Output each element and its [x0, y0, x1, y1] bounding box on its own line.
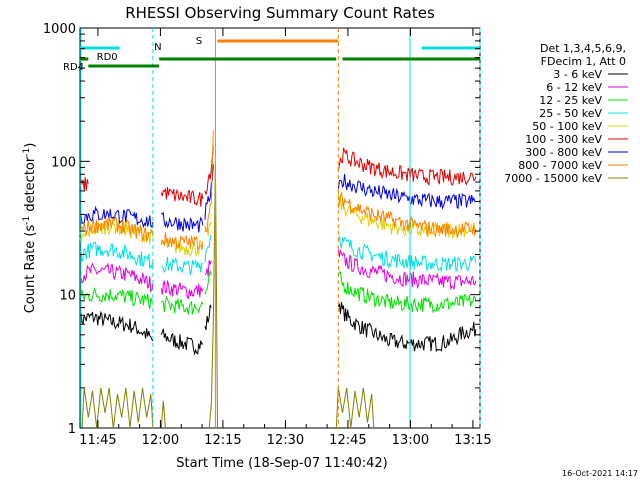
legend-label-3: 25 - 50 keV [539, 107, 602, 120]
y-axis-ticks: 1 10 100 1000 [43, 22, 480, 437]
series-line-8-seg-3 [335, 387, 375, 429]
series-line-7-seg-2 [204, 130, 214, 232]
x-tick-label-0: 11:45 [79, 433, 116, 448]
series-line-4-seg-0 [79, 217, 154, 244]
s-label: S [196, 36, 202, 47]
y-tick-label-1: 10 [59, 289, 76, 304]
legend-header-line1: Det 1,3,4,5,6,9, [540, 42, 626, 55]
legend-label-7: 800 - 7000 keV [518, 159, 602, 172]
series-6 [79, 164, 476, 233]
series-line-0-seg-0 [79, 310, 154, 342]
series-line-1-seg-0 [79, 262, 154, 293]
y-axis-label-sup1: -1 [22, 216, 32, 225]
x-tick-label-3: 12:30 [267, 433, 304, 448]
series-line-5-seg-3 [337, 147, 477, 186]
y-axis-label-sup2: -1 [22, 148, 32, 157]
legend-label-2: 12 - 25 keV [539, 94, 602, 107]
footer-date: 16-Oct-2021 14:17 [562, 469, 638, 478]
chart-title: RHESSI Observing Summary Count Rates [125, 4, 435, 22]
rd4-label: RD4 [63, 62, 84, 73]
legend-label-6: 300 - 800 keV [525, 146, 602, 159]
legend: Det 1,3,4,5,6,9, FDecim 1, Att 0 3 - 6 k… [504, 42, 628, 185]
x-tick-label-6: 13:15 [454, 433, 491, 448]
series-line-1-seg-3 [337, 249, 477, 290]
series-line-1-seg-2 [204, 260, 212, 277]
series-2 [79, 269, 477, 315]
series-line-8-seg-2 [208, 161, 218, 429]
series-8 [81, 161, 375, 429]
series-line-3-seg-0 [79, 241, 154, 269]
series-line-3-seg-2 [204, 234, 212, 263]
series-line-2-seg-3 [337, 271, 477, 314]
y-axis-label-part3: ) [23, 143, 38, 148]
series-3 [79, 234, 477, 276]
series-line-2-seg-1 [160, 295, 204, 315]
flags-layer: RD0 N S RD4 [63, 28, 481, 428]
series-line-0-seg-2 [204, 304, 212, 331]
series-line-3-seg-3 [337, 236, 477, 273]
series-0 [79, 302, 477, 356]
series-line-8-seg-1 [160, 400, 166, 429]
y-axis-label-part2: detector [23, 156, 38, 216]
x-tick-label-2: 12:15 [204, 433, 241, 448]
series-line-2-seg-0 [79, 286, 154, 310]
x-tick-label-5: 13:00 [392, 433, 429, 448]
x-tick-label-4: 12:45 [329, 433, 366, 448]
y-axis-label: Count Rate (s-1 detector-1) [22, 143, 38, 314]
series-layer [79, 130, 477, 429]
series-7 [79, 130, 477, 251]
y-tick-label-0: 1 [68, 422, 76, 437]
y-tick-label-3: 1000 [43, 22, 76, 37]
series-line-7-seg-3 [337, 191, 477, 238]
legend-header-line2: FDecim 1, Att 0 [541, 55, 626, 68]
x-axis-label: Start Time (18-Sep-07 11:40:42) [176, 456, 387, 471]
legend-label-8: 7000 - 15000 keV [504, 172, 602, 185]
series-line-8-seg-0 [81, 387, 154, 429]
series-line-5-seg-1 [160, 186, 204, 207]
legend-label-5: 100 - 300 keV [525, 133, 602, 146]
legend-label-1: 6 - 12 keV [546, 81, 602, 94]
y-axis-label-part1: Count Rate (s [23, 225, 38, 314]
series-line-7-seg-1 [160, 232, 204, 251]
series-line-3-seg-1 [161, 256, 204, 276]
legend-label-0: 3 - 6 keV [553, 68, 602, 81]
n-label: N [154, 42, 161, 53]
x-tick-label-1: 12:00 [142, 433, 179, 448]
series-line-0-seg-3 [337, 302, 477, 353]
series-line-2-seg-2 [204, 269, 212, 295]
y-tick-label-2: 100 [51, 155, 76, 170]
legend-label-4: 50 - 100 keV [532, 120, 602, 133]
series-line-6-seg-3 [337, 174, 476, 211]
series-line-6-seg-0 [79, 205, 154, 229]
series-line-6-seg-1 [160, 211, 204, 233]
x-axis-ticks: 11:45 12:00 12:15 12:30 12:45 13:00 13:15 [79, 28, 492, 448]
rd0-label: RD0 [97, 52, 118, 63]
series-line-7-seg-0 [79, 215, 154, 242]
series-line-1-seg-1 [160, 280, 204, 300]
series-1 [79, 249, 477, 300]
series-line-0-seg-1 [160, 328, 204, 356]
